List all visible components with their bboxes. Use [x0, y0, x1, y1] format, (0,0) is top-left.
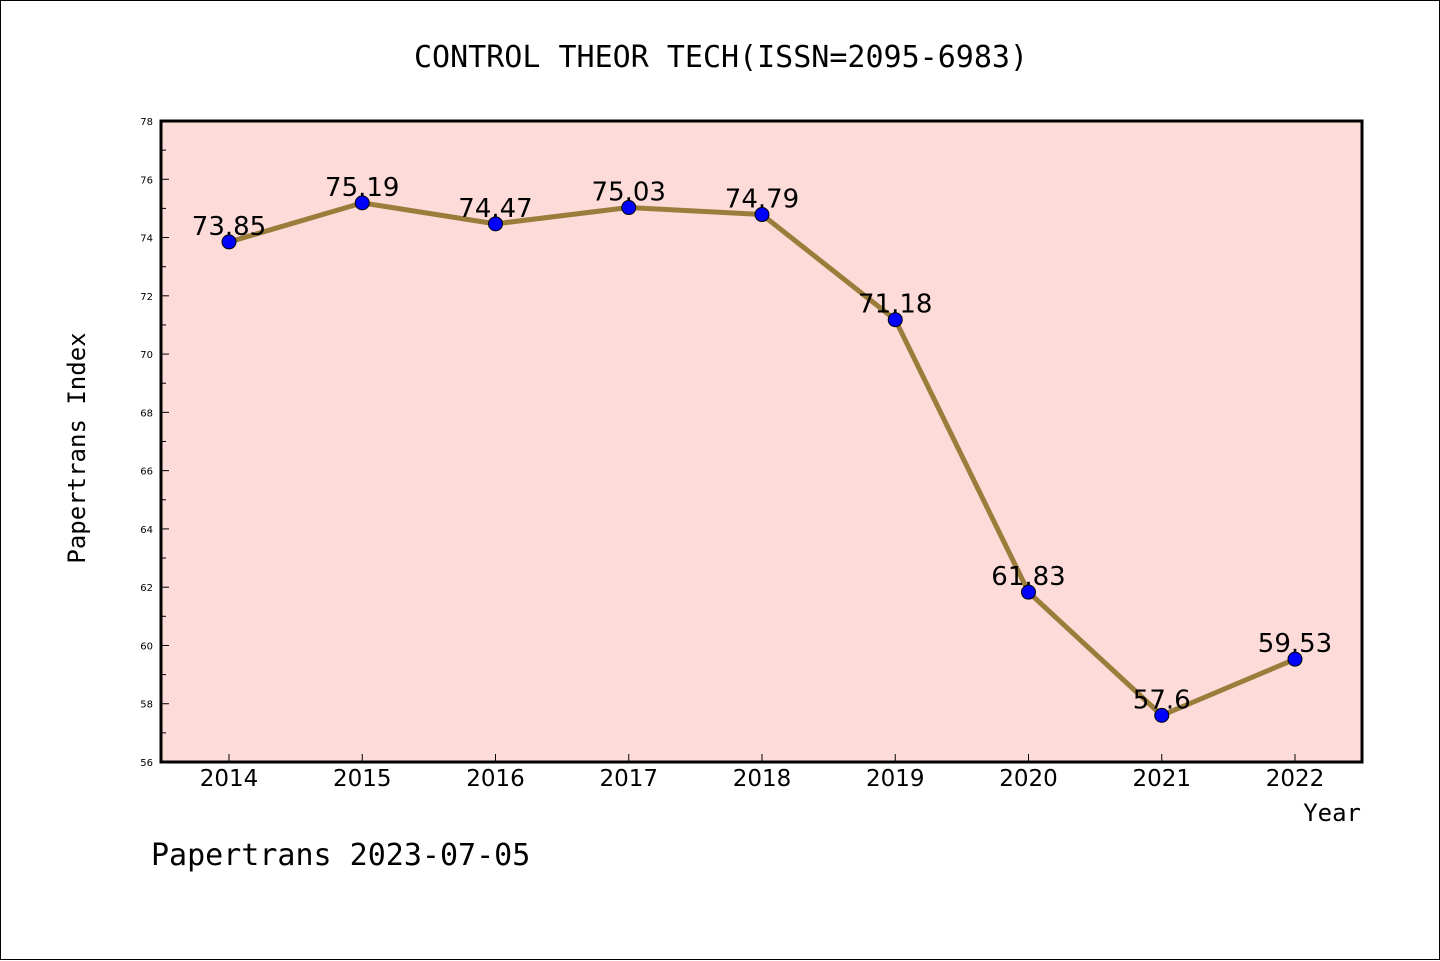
y-tick-label: 68 [140, 408, 153, 419]
x-axis-ticks: 2014 2015 2016 2017 2018 2019 2020 2021 2022 [200, 754, 1325, 792]
data-label: 75.19 [325, 173, 399, 203]
data-point [621, 200, 637, 216]
series-layer [221, 195, 1303, 723]
y-tick-label: 76 [140, 175, 153, 186]
data-label: 71.18 [858, 290, 932, 320]
data-label: 57.6 [1133, 685, 1191, 715]
data-point [221, 234, 237, 250]
x-tick-label: 2021 [1132, 766, 1191, 792]
y-tick-label: 60 [140, 641, 153, 652]
y-tick-label: 72 [140, 292, 153, 303]
y-tick-label: 58 [140, 700, 153, 711]
y-tick-label: 66 [140, 467, 153, 478]
data-point [887, 312, 903, 328]
data-point [1021, 584, 1036, 600]
data-label: 61.83 [991, 562, 1065, 592]
data-label: 74.79 [725, 185, 799, 215]
plot-area [161, 121, 1362, 762]
data-label-layer: 73.85 75.19 74.47 75.03 74.79 71.18 61.83 57.6 5… [192, 173, 1332, 716]
chart-title: CONTROL THEOR TECH(ISSN=2095-6983) [414, 40, 1028, 75]
x-axis-title: Year [1303, 799, 1361, 827]
x-tick-label: 2022 [1266, 766, 1325, 792]
y-tick-label: 70 [140, 350, 153, 361]
x-tick-label: 2017 [599, 766, 658, 792]
data-label: 74.47 [458, 194, 532, 224]
y-tick-label: 62 [140, 583, 153, 594]
data-point [1154, 707, 1170, 723]
footer-date-text: Papertrans 2023-07-05 [151, 838, 530, 873]
y-tick-label: 64 [140, 525, 153, 536]
y-axis-title: Papertrans Index [63, 332, 91, 563]
plot-frame [159, 119, 1364, 764]
x-tick-label: 2014 [200, 766, 259, 792]
x-tick-label: 2018 [733, 766, 792, 792]
x-tick-label: 2016 [466, 766, 525, 792]
x-tick-label: 2020 [999, 766, 1058, 792]
data-point [488, 216, 503, 232]
x-tick-label: 2015 [333, 766, 392, 792]
data-point [754, 207, 770, 223]
data-label: 75.03 [592, 178, 666, 208]
y-tick-label: 56 [140, 758, 153, 769]
data-point [1287, 651, 1303, 667]
data-label: 73.85 [192, 212, 266, 242]
y-tick-label: 78 [140, 117, 153, 128]
data-label: 59.53 [1258, 629, 1332, 659]
y-tick-label: 74 [140, 234, 153, 245]
x-tick-label: 2019 [866, 766, 925, 792]
data-point [354, 195, 370, 211]
